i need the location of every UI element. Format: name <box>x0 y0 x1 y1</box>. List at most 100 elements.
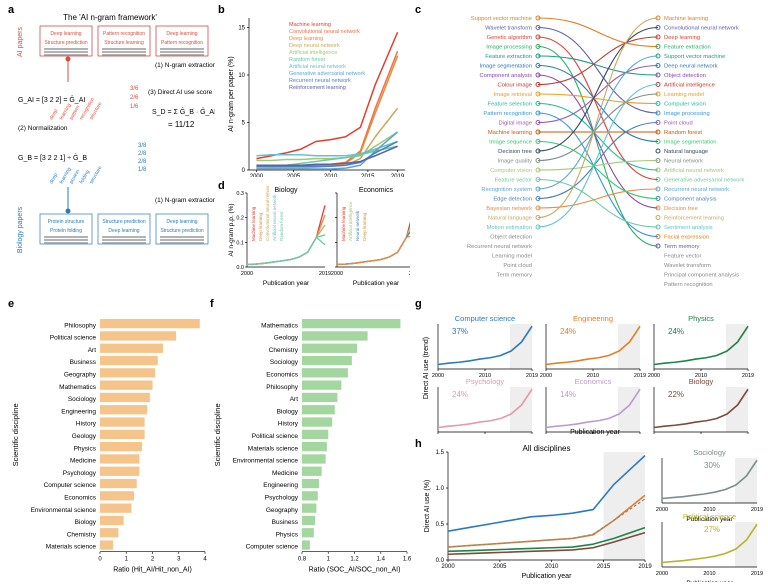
svg-text:2/8: 2/8 <box>138 151 147 157</box>
svg-text:Term memory: Term memory <box>497 273 533 279</box>
svg-text:2: 2 <box>151 557 155 563</box>
svg-text:2005: 2005 <box>287 174 301 177</box>
svg-text:Pattern recognition: Pattern recognition <box>161 40 203 46</box>
svg-text:Pattern recognition: Pattern recognition <box>664 282 713 288</box>
svg-text:Psychology: Psychology <box>466 377 505 386</box>
svg-text:Feature extraction: Feature extraction <box>664 45 711 51</box>
svg-text:Economics: Economics <box>359 187 394 194</box>
svg-text:2010: 2010 <box>545 564 559 570</box>
svg-text:Artificial neural network: Artificial neural network <box>664 168 724 174</box>
svg-text:Scientific discipline: Scientific discipline <box>11 403 20 466</box>
svg-text:Business: Business <box>272 519 299 526</box>
svg-text:Political science: Political science <box>683 512 736 521</box>
svg-text:2019: 2019 <box>751 507 763 513</box>
svg-text:Wavelet transform: Wavelet transform <box>485 26 532 32</box>
svg-text:Computer science: Computer science <box>44 482 97 489</box>
svg-text:0.8: 0.8 <box>298 557 307 563</box>
svg-text:Materials science: Materials science <box>46 544 97 551</box>
svg-text:Philosophy: Philosophy <box>266 384 299 391</box>
svg-text:S_D = Σ Ĝ_B · Ĝ_AI: S_D = Σ Ĝ_B · Ĝ_AI <box>152 107 215 116</box>
svg-text:Deep neural network: Deep neural network <box>289 43 340 49</box>
panel-c: Support vector machineWavelet transformG… <box>420 8 765 293</box>
svg-text:3: 3 <box>177 557 181 563</box>
svg-text:Decision tree: Decision tree <box>498 149 532 155</box>
svg-text:0: 0 <box>98 557 102 563</box>
svg-text:Learning model: Learning model <box>664 92 704 98</box>
svg-text:Geology: Geology <box>72 433 97 440</box>
svg-text:5: 5 <box>242 121 246 127</box>
svg-text:Publication year: Publication year <box>263 280 310 287</box>
svg-text:0.1: 0.1 <box>236 240 244 246</box>
svg-text:2019: 2019 <box>742 373 754 379</box>
svg-text:2005: 2005 <box>493 564 507 570</box>
svg-text:Recurrent neural network: Recurrent neural network <box>289 78 351 84</box>
svg-text:10: 10 <box>238 73 245 79</box>
svg-text:Psychology: Psychology <box>63 470 97 477</box>
svg-text:Object detection: Object detection <box>490 235 532 241</box>
svg-text:Structure prediction: Structure prediction <box>160 228 204 234</box>
svg-text:3/6: 3/6 <box>130 86 139 92</box>
svg-text:Physics: Physics <box>276 531 299 538</box>
svg-text:Image sequence: Image sequence <box>489 140 532 146</box>
svg-text:0: 0 <box>242 168 246 174</box>
svg-text:Philosophy: Philosophy <box>64 322 97 329</box>
svg-text:Engineering: Engineering <box>263 482 298 489</box>
svg-text:History: History <box>76 421 97 428</box>
svg-text:Random forest: Random forest <box>279 211 284 241</box>
svg-text:2000: 2000 <box>656 571 668 577</box>
svg-text:Ratio (Hit_AI/Hit_non_AI): Ratio (Hit_AI/Hit_non_AI) <box>113 567 192 574</box>
svg-text:Environmental science: Environmental science <box>233 458 299 465</box>
svg-text:Artificial intelligence: Artificial intelligence <box>348 201 353 241</box>
svg-text:Deep learning: Deep learning <box>108 228 139 234</box>
svg-text:Deep learning: Deep learning <box>166 219 197 225</box>
svg-text:Protein folding: Protein folding <box>50 228 82 234</box>
svg-text:Art: Art <box>290 396 299 403</box>
svg-text:Component analysis: Component analysis <box>664 197 717 203</box>
svg-text:Scientific discipline: Scientific discipline <box>213 403 222 466</box>
svg-text:Direct AI use (trend): Direct AI use (trend) <box>423 337 430 399</box>
svg-text:Sociology: Sociology <box>68 396 97 403</box>
svg-text:Point cloud: Point cloud <box>503 263 532 269</box>
svg-text:2010: 2010 <box>703 571 715 577</box>
svg-text:All disciplines: All disciplines <box>522 444 570 453</box>
svg-text:Convolutional neural network: Convolutional neural network <box>289 29 360 35</box>
svg-text:Economics: Economics <box>64 495 97 502</box>
svg-text:Machine learning: Machine learning <box>488 130 532 136</box>
svg-text:2000: 2000 <box>656 507 668 513</box>
svg-text:0.2: 0.2 <box>236 216 244 222</box>
svg-text:Geography: Geography <box>64 372 97 379</box>
svg-text:Chemistry: Chemistry <box>269 347 299 354</box>
svg-text:Deep learning: Deep learning <box>258 212 263 241</box>
svg-text:30%: 30% <box>704 461 720 470</box>
label-e: e <box>8 298 14 310</box>
svg-text:Art: Art <box>88 347 97 354</box>
svg-text:Term memory: Term memory <box>664 244 700 250</box>
svg-text:(2) Normalization: (2) Normalization <box>18 125 68 132</box>
svg-text:Mathematics: Mathematics <box>261 322 299 329</box>
svg-text:Medicine: Medicine <box>272 470 298 477</box>
panel-a: The 'AI n-gram framework'Deep learningSt… <box>10 12 215 292</box>
svg-text:Pattern recognition: Pattern recognition <box>103 31 145 37</box>
svg-text:Publication year: Publication year <box>686 580 733 582</box>
svg-text:Decision tree: Decision tree <box>664 206 698 212</box>
svg-text:Engineering: Engineering <box>573 314 613 323</box>
svg-text:Protein structure: Protein structure <box>48 219 85 225</box>
svg-text:Neural network: Neural network <box>664 159 703 165</box>
svg-text:0.3: 0.3 <box>236 191 244 197</box>
svg-text:Structure prediction: Structure prediction <box>44 40 88 46</box>
svg-text:Psychology: Psychology <box>265 495 299 502</box>
svg-text:deep: deep <box>49 108 60 121</box>
svg-text:Biology papers: Biology papers <box>17 206 24 253</box>
svg-text:2015: 2015 <box>361 174 375 177</box>
svg-text:2019: 2019 <box>751 571 763 577</box>
svg-text:Sociology: Sociology <box>693 448 726 457</box>
label-d: d <box>218 180 225 192</box>
svg-text:Geography: Geography <box>266 507 299 514</box>
svg-text:2000: 2000 <box>241 271 253 277</box>
svg-text:Physics: Physics <box>688 314 714 323</box>
svg-text:1: 1 <box>327 557 331 563</box>
svg-text:Natural language: Natural language <box>488 216 532 222</box>
svg-text:0.5: 0.5 <box>436 522 445 528</box>
panel-d: 0.00.10.20.320002019BiologyPublication y… <box>225 185 410 290</box>
svg-text:Economics: Economics <box>575 377 612 386</box>
